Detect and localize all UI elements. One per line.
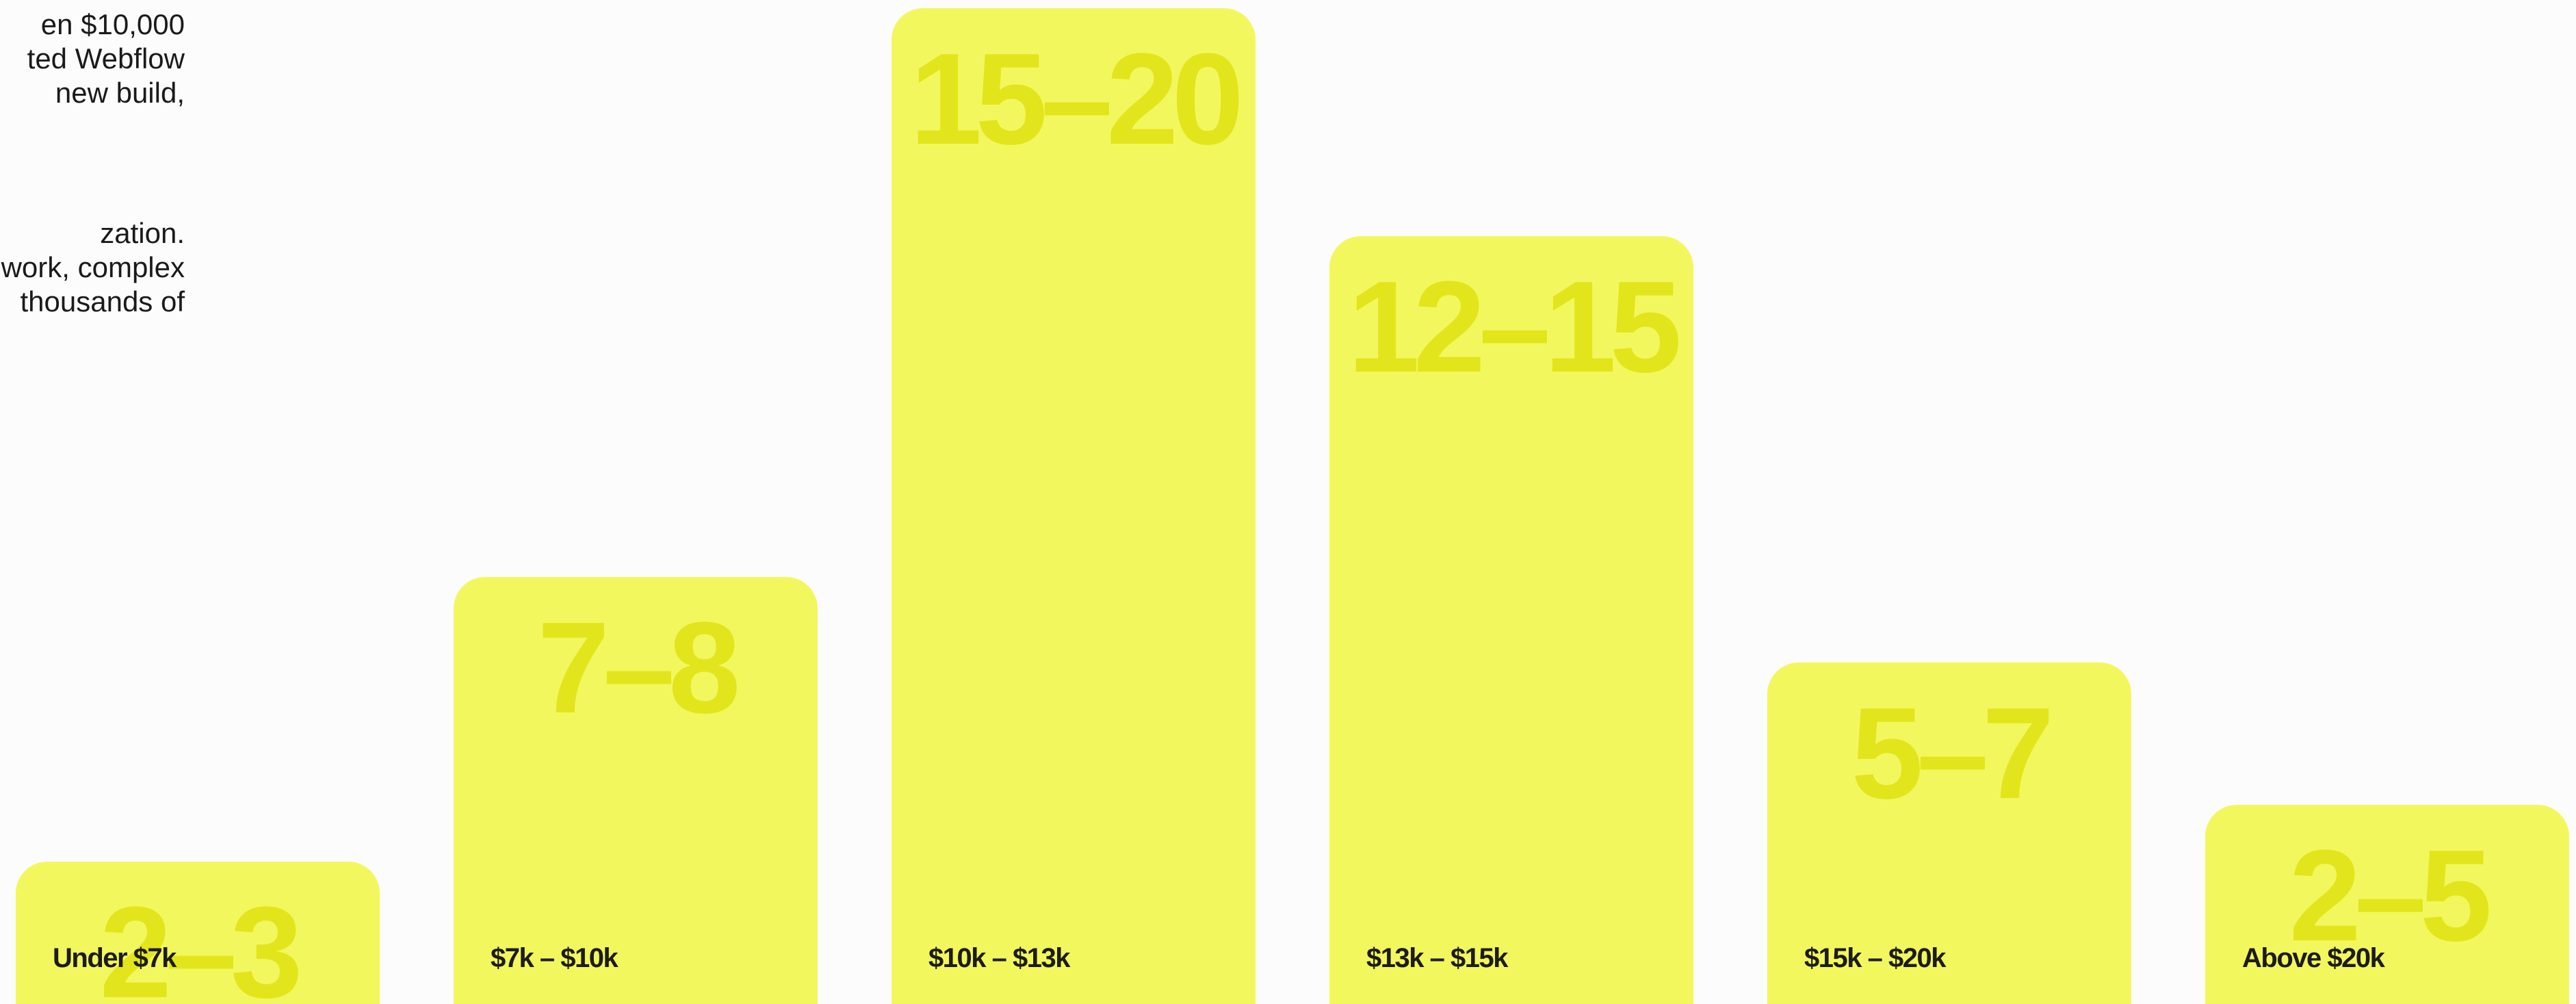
- bar-value-label: 2–5: [2289, 823, 2492, 968]
- bar: 15–20 $10k – $13k: [892, 8, 1256, 1004]
- intro-paragraph-2: zation. work, complex thousands of: [1, 216, 185, 319]
- bar-category-label: $13k – $15k: [1366, 943, 1508, 973]
- bar-value-label: 12–15: [1347, 255, 1682, 400]
- bar-value-label: 2–3: [99, 880, 302, 1004]
- intro-text: en $10,000 ted Webflow new build, zation…: [0, 0, 205, 342]
- bar: 7–8 $7k – $10k: [454, 577, 818, 1004]
- intro-line: new build,: [55, 77, 185, 109]
- intro-line: ted Webflow: [27, 42, 185, 75]
- bar-value-label: 7–8: [537, 595, 740, 741]
- bar-category-label: $15k – $20k: [1804, 943, 1946, 973]
- intro-paragraph-1: en $10,000 ted Webflow new build,: [27, 8, 185, 110]
- bar-category-label: $7k – $10k: [491, 943, 619, 973]
- bar: 5–7 $15k – $20k: [1767, 662, 2131, 1004]
- bar-category-label: Above $20k: [2242, 943, 2385, 973]
- bar-category-label: $10k – $13k: [928, 943, 1070, 973]
- bar-category-label: Under $7k: [53, 943, 177, 973]
- bar: 12–15 $13k – $15k: [1329, 236, 1693, 1004]
- intro-line: thousands of: [20, 285, 185, 318]
- bar-value-label: 5–7: [1851, 681, 2054, 826]
- intro-line: zation.: [100, 217, 185, 249]
- intro-line: en $10,000: [40, 8, 185, 40]
- intro-line: work, complex: [1, 251, 185, 283]
- bar: 2–5 Above $20k: [2205, 805, 2569, 1004]
- bar: 2–3 Under $7k: [16, 862, 380, 1004]
- bar-value-label: 15–20: [909, 27, 1244, 172]
